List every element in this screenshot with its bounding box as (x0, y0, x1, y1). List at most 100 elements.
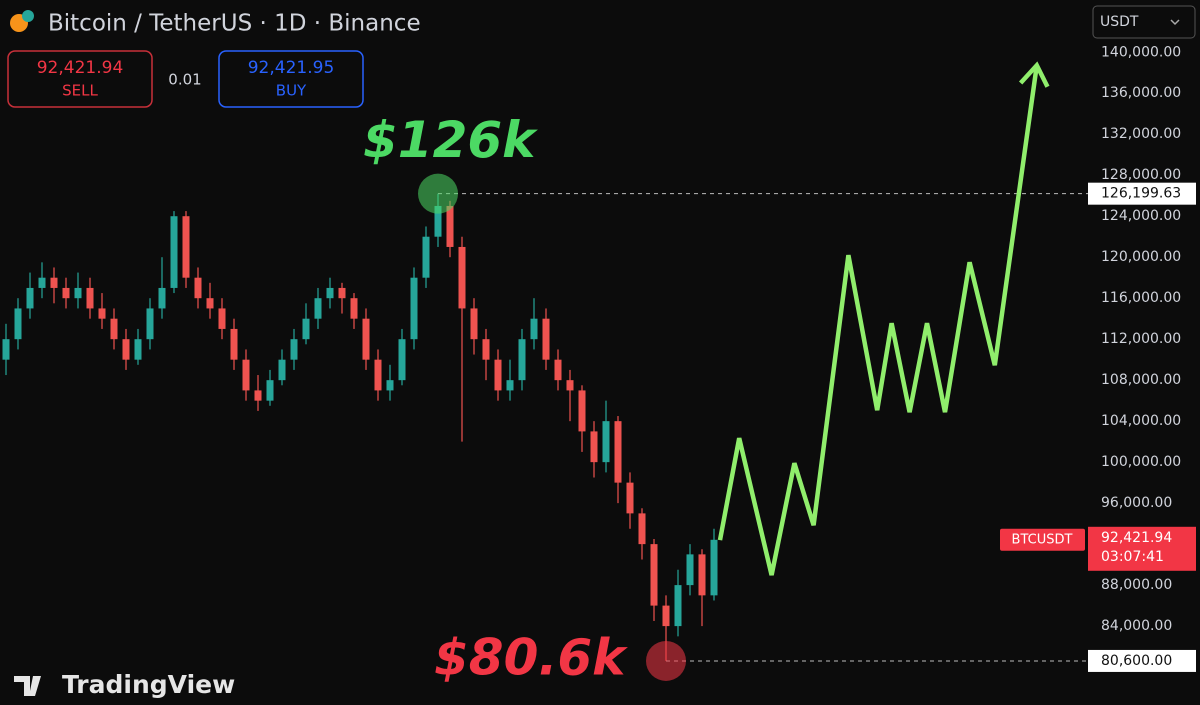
symbol-label: BTCUSDT (1012, 532, 1073, 547)
candle-body (506, 380, 514, 391)
last-price-label: 92,421.94 (1101, 530, 1172, 546)
chart-title: Bitcoin / TetherUS · 1D · Binance (48, 11, 421, 37)
candle-body (50, 277, 58, 288)
y-tick-label: 136,000.00 (1101, 85, 1181, 101)
candle-body (230, 328, 238, 360)
candle-body (710, 539, 718, 596)
candle-body (14, 308, 22, 340)
y-tick-label: 140,000.00 (1101, 44, 1181, 60)
candle-body (326, 287, 334, 299)
candle-body (686, 554, 694, 586)
candle-body (410, 277, 418, 340)
candle-body (278, 359, 286, 381)
y-tick-label: 116,000.00 (1101, 290, 1181, 306)
last-price-box (1088, 526, 1196, 571)
sell-button[interactable] (7, 50, 153, 108)
candle-body (266, 380, 274, 401)
candle-body (398, 339, 406, 381)
candle-body (374, 359, 382, 391)
candle-body (62, 287, 70, 299)
currency: USDT (1100, 14, 1139, 30)
candle-body (446, 205, 454, 247)
candle-body (134, 339, 142, 360)
candle-body (530, 318, 538, 340)
candle-body (110, 318, 118, 340)
currency-select[interactable] (1092, 5, 1196, 39)
annotation: $126k (363, 111, 538, 169)
price-label: 80,600.00 (1101, 653, 1172, 669)
y-tick-label: 124,000.00 (1101, 208, 1181, 224)
exchange-icon (22, 10, 34, 22)
candle-body (578, 390, 586, 432)
annotation: $80.6k (434, 628, 628, 686)
price-marker (646, 640, 686, 681)
candle-body (98, 308, 106, 319)
candle-body (494, 359, 502, 391)
candle-body (422, 236, 430, 278)
candle-body (194, 277, 202, 299)
brand: TradingView (62, 670, 235, 699)
candle-body (650, 544, 658, 606)
candle-body (38, 277, 46, 288)
candle-body (434, 205, 442, 237)
y-tick-label: 128,000.00 (1101, 167, 1181, 183)
candle-body (662, 605, 670, 627)
y-tick-label: 100,000.00 (1101, 454, 1181, 470)
candle-body (182, 216, 190, 278)
candle-body (2, 339, 10, 360)
candle-body (206, 298, 214, 309)
candle-body (566, 380, 574, 391)
candle-body (638, 513, 646, 545)
candle-body (482, 339, 490, 360)
candle-body (302, 318, 310, 340)
candle-body (314, 298, 322, 319)
candle-body (386, 380, 394, 391)
candle-body (290, 339, 298, 360)
candle-body (554, 359, 562, 381)
y-tick-label: 84,000.00 (1101, 618, 1172, 634)
projection-line (717, 64, 1040, 576)
candle-body (590, 431, 598, 463)
dropdown-arrow (1170, 19, 1180, 26)
price-label-box (1088, 182, 1196, 205)
price-label-box (1088, 649, 1196, 672)
candle-body (350, 298, 358, 319)
price-marker (418, 173, 458, 214)
candle-body (338, 287, 346, 299)
candle-body (242, 359, 250, 391)
brand-logo (14, 676, 41, 696)
price-label: 126,199.63 (1101, 186, 1181, 202)
candle-body (362, 318, 370, 360)
candle-body (254, 390, 262, 401)
candle-body (518, 339, 526, 381)
candle-body (626, 482, 634, 514)
candle-body (674, 585, 682, 627)
candle-body (122, 339, 130, 360)
candle-body (470, 308, 478, 340)
sell-label: SELL (62, 82, 98, 100)
sell-price: 92,421.94 (37, 58, 124, 78)
symbol-box (1000, 528, 1085, 551)
y-tick-label: 108,000.00 (1101, 372, 1181, 388)
candle-body (602, 421, 610, 463)
y-tick-label: 132,000.00 (1101, 126, 1181, 142)
buy-price: 92,421.95 (248, 58, 335, 78)
projection-arrowhead (1018, 61, 1050, 88)
candle-body (74, 287, 82, 299)
candle-body (614, 421, 622, 483)
buy-button[interactable] (218, 50, 364, 108)
candle-body (170, 216, 178, 288)
candle-body (218, 308, 226, 329)
candle-body (698, 554, 706, 596)
candle-body (86, 287, 94, 309)
candle-body (146, 308, 154, 340)
candle-body (158, 287, 166, 309)
y-tick-label: 112,000.00 (1101, 331, 1181, 347)
candle-body (458, 246, 466, 309)
buy-label: BUY (276, 82, 307, 100)
candle-body (542, 318, 550, 360)
candle-body (26, 287, 34, 309)
